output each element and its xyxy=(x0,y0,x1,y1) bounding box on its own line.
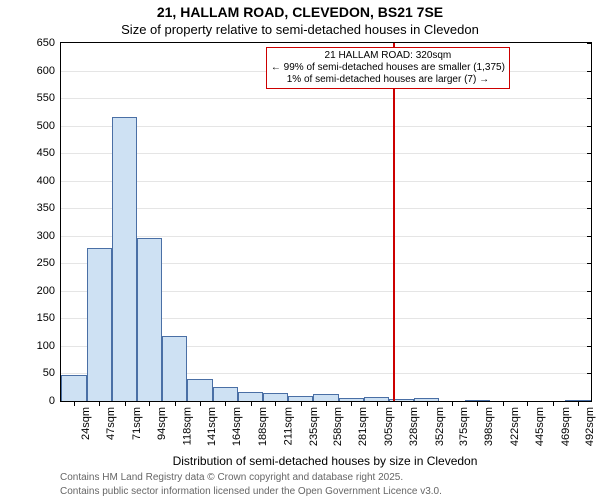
y-tick-mark xyxy=(587,98,592,99)
histogram-bar xyxy=(137,238,162,401)
x-tick-label: 492sqm xyxy=(585,407,597,446)
y-tick-label: 550 xyxy=(37,92,61,104)
histogram-bar xyxy=(213,387,238,401)
x-tick-mark xyxy=(200,401,201,406)
x-tick-label: 94sqm xyxy=(156,407,168,440)
y-tick-label: 150 xyxy=(37,312,61,324)
x-tick-mark xyxy=(149,401,150,406)
y-tick-mark xyxy=(587,346,592,347)
y-tick-mark xyxy=(587,318,592,319)
x-tick-mark xyxy=(527,401,528,406)
y-tick-label: 0 xyxy=(49,395,61,407)
x-tick-label: 352sqm xyxy=(434,407,446,446)
attribution-line-1: Contains HM Land Registry data © Crown c… xyxy=(60,472,403,483)
gridline xyxy=(61,236,591,237)
y-tick-label: 50 xyxy=(43,367,61,379)
gridline xyxy=(61,181,591,182)
x-tick-mark xyxy=(74,401,75,406)
plot-area: 0501001502002503003504004505005506006502… xyxy=(60,42,592,402)
x-tick-mark xyxy=(351,401,352,406)
y-tick-mark xyxy=(587,43,592,44)
histogram-bar xyxy=(112,117,137,401)
x-tick-mark xyxy=(553,401,554,406)
x-tick-mark xyxy=(377,401,378,406)
x-tick-label: 71sqm xyxy=(131,407,143,440)
y-tick-mark xyxy=(587,126,592,127)
y-tick-mark xyxy=(587,181,592,182)
x-tick-mark xyxy=(326,401,327,406)
y-tick-label: 250 xyxy=(37,257,61,269)
x-tick-label: 398sqm xyxy=(483,407,495,446)
chart-title: 21, HALLAM ROAD, CLEVEDON, BS21 7SE xyxy=(0,4,600,20)
y-tick-mark xyxy=(587,263,592,264)
histogram-bar xyxy=(61,375,86,401)
histogram-bar xyxy=(238,392,263,401)
x-tick-label: 47sqm xyxy=(105,407,117,440)
x-tick-label: 141sqm xyxy=(206,407,218,446)
x-tick-mark xyxy=(477,401,478,406)
x-tick-label: 445sqm xyxy=(534,407,546,446)
histogram-bar xyxy=(162,336,187,401)
x-tick-label: 305sqm xyxy=(383,407,395,446)
chart-subtitle: Size of property relative to semi-detach… xyxy=(0,22,600,37)
y-tick-label: 300 xyxy=(37,230,61,242)
annotation-line-1: 21 HALLAM ROAD: 320sqm xyxy=(271,50,505,62)
annotation-line-2: ← 99% of semi-detached houses are smalle… xyxy=(271,62,505,74)
x-tick-label: 281sqm xyxy=(357,407,369,446)
x-tick-mark xyxy=(275,401,276,406)
x-tick-mark xyxy=(301,401,302,406)
x-tick-mark xyxy=(427,401,428,406)
gridline xyxy=(61,153,591,154)
y-tick-label: 200 xyxy=(37,285,61,297)
x-tick-mark xyxy=(503,401,504,406)
x-tick-mark xyxy=(452,401,453,406)
y-tick-mark xyxy=(587,236,592,237)
gridline xyxy=(61,126,591,127)
y-tick-label: 600 xyxy=(37,65,61,77)
x-tick-label: 118sqm xyxy=(182,407,194,445)
x-tick-label: 328sqm xyxy=(408,407,420,446)
histogram-bar xyxy=(263,393,288,401)
x-tick-label: 235sqm xyxy=(308,407,320,446)
x-tick-label: 469sqm xyxy=(560,407,572,446)
gridline xyxy=(61,208,591,209)
x-tick-mark xyxy=(99,401,100,406)
x-tick-label: 24sqm xyxy=(80,407,92,440)
chart-container: 21, HALLAM ROAD, CLEVEDON, BS21 7SE Size… xyxy=(0,0,600,500)
attribution-line-2: Contains public sector information licen… xyxy=(60,486,442,497)
y-tick-mark xyxy=(587,153,592,154)
x-tick-label: 211sqm xyxy=(282,407,294,445)
y-tick-mark xyxy=(587,291,592,292)
x-tick-label: 258sqm xyxy=(333,407,345,446)
y-tick-label: 350 xyxy=(37,202,61,214)
marker-line xyxy=(393,43,395,401)
y-tick-mark xyxy=(587,373,592,374)
x-tick-label: 164sqm xyxy=(231,407,243,446)
x-tick-mark xyxy=(125,401,126,406)
y-tick-label: 650 xyxy=(37,37,61,49)
y-tick-mark xyxy=(587,401,592,402)
x-tick-mark xyxy=(578,401,579,406)
histogram-bar xyxy=(313,394,338,401)
x-tick-mark xyxy=(225,401,226,406)
y-tick-mark xyxy=(587,208,592,209)
x-tick-mark xyxy=(251,401,252,406)
x-tick-label: 422sqm xyxy=(509,407,521,446)
histogram-bar xyxy=(87,248,112,401)
x-tick-mark xyxy=(401,401,402,406)
annotation-line-3: 1% of semi-detached houses are larger (7… xyxy=(271,74,505,86)
annotation-box: 21 HALLAM ROAD: 320sqm← 99% of semi-deta… xyxy=(266,47,510,89)
y-tick-label: 450 xyxy=(37,147,61,159)
y-tick-label: 500 xyxy=(37,120,61,132)
gridline xyxy=(61,98,591,99)
x-tick-mark xyxy=(175,401,176,406)
y-tick-label: 100 xyxy=(37,340,61,352)
histogram-bar xyxy=(187,379,212,401)
x-tick-label: 188sqm xyxy=(257,407,269,446)
x-tick-label: 375sqm xyxy=(459,407,471,446)
y-tick-mark xyxy=(587,71,592,72)
x-axis-label: Distribution of semi-detached houses by … xyxy=(60,454,590,468)
y-tick-label: 400 xyxy=(37,175,61,187)
